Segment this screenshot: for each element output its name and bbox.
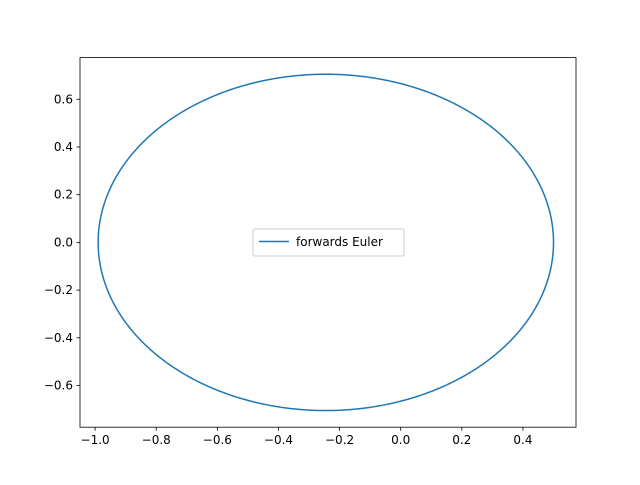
x-tick-label: 0.4 bbox=[513, 433, 532, 447]
y-tick-label: 0.2 bbox=[54, 188, 73, 202]
legend-label-forwards-euler: forwards Euler bbox=[296, 235, 383, 249]
series-layer bbox=[97, 73, 555, 412]
y-tick-label: −0.2 bbox=[44, 283, 73, 297]
series-line-forwards-euler bbox=[97, 73, 555, 412]
x-tick-label: −0.6 bbox=[203, 433, 232, 447]
y-axis: −0.6 −0.4 −0.2 0.0 0.2 0.4 0.6 bbox=[44, 92, 80, 393]
y-tick-label: −0.6 bbox=[44, 379, 73, 393]
x-tick-label: −0.2 bbox=[325, 433, 354, 447]
x-tick-label: −1.0 bbox=[81, 433, 110, 447]
legend-box bbox=[252, 228, 405, 257]
legend: forwards Euler bbox=[252, 228, 405, 257]
y-tick-label: 0.4 bbox=[54, 140, 73, 154]
y-tick-label: 0.0 bbox=[54, 235, 73, 249]
y-tick-label: −0.4 bbox=[44, 331, 73, 345]
x-axis: −1.0 −0.8 −0.6 −0.4 −0.2 0.0 0.2 0.4 bbox=[81, 427, 532, 447]
x-tick-label: −0.8 bbox=[142, 433, 171, 447]
y-tick-label: 0.6 bbox=[54, 92, 73, 106]
x-tick-label: 0.0 bbox=[391, 433, 410, 447]
x-tick-label: 0.2 bbox=[452, 433, 471, 447]
x-tick-label: −0.4 bbox=[264, 433, 293, 447]
